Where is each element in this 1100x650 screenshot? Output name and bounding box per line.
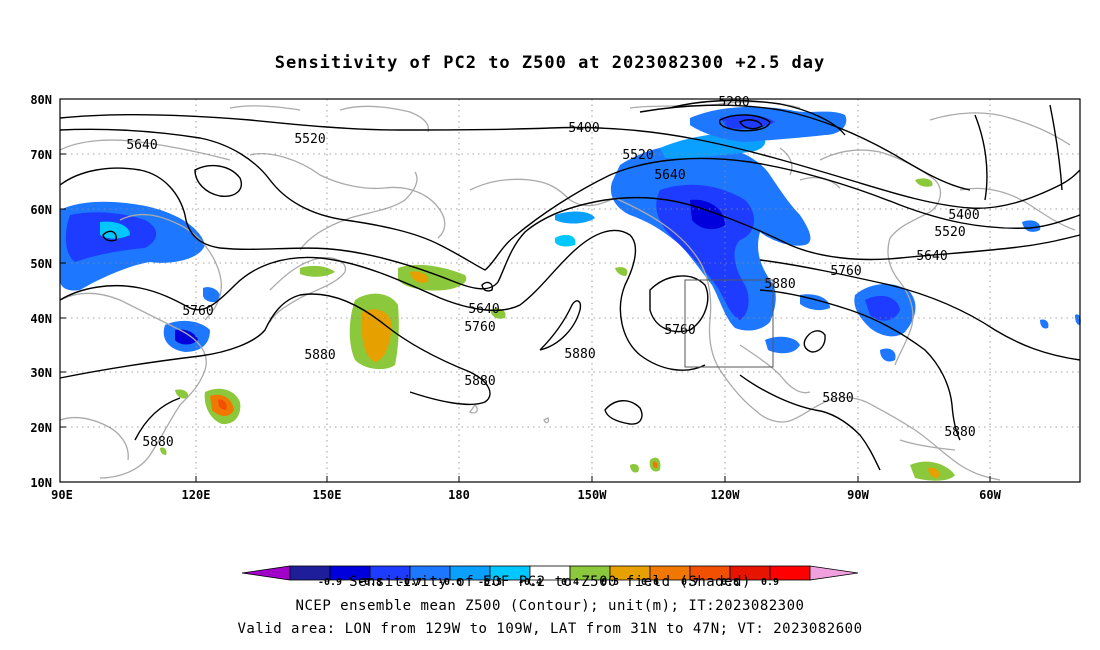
- contour-label-5400-b: 5400: [948, 208, 979, 223]
- colorbar-tick-label: 0.8: [721, 577, 739, 588]
- contour-label-5400-a: 5400: [568, 121, 599, 136]
- contour-label-5760-d: 5760: [830, 264, 861, 279]
- colorbar-tick-label: 0.5: [601, 577, 619, 588]
- valid-area-box: [684, 279, 774, 368]
- contour-label-5760-c: 5760: [664, 323, 695, 338]
- contour-label-5520-b: 5520: [622, 148, 653, 163]
- contour-label-5880-g: 5880: [142, 435, 173, 450]
- lat-label-80n: 80N: [30, 93, 52, 107]
- colorbar: -0.9 -0.8 -0.7 -0.6 -0.5 -0.4 0.4 0.5 0.6 0.7 0.8 0…: [241, 565, 859, 588]
- contour-label-5880-c: 5880: [564, 347, 595, 362]
- z500-contours: [59, 99, 1081, 471]
- lon-label-180: 180: [448, 488, 470, 502]
- grid-lines: [60, 99, 1080, 482]
- figure-title: Sensitivity of PC2 to Z500 at 2023082300…: [275, 53, 826, 73]
- contour-label-5520-a: 5520: [294, 132, 325, 147]
- colorbar-max-arrow: [809, 565, 859, 581]
- lon-label-150w: 150W: [578, 488, 608, 502]
- contour-label-5760-a: 5760: [182, 304, 213, 319]
- colorbar-tick-label: 0.7: [681, 577, 699, 588]
- contour-label-5880-d: 5880: [764, 277, 795, 292]
- footer-line-1: Sensitivity of EOF PC2 to Z500 field (Sh…: [349, 574, 751, 590]
- lon-label-120e: 120E: [182, 488, 211, 502]
- contour-label-5760-b: 5760: [464, 320, 495, 335]
- map-plot-area: 5280 5400 5400 5520 5520 5520 5640 5640 …: [59, 95, 1081, 483]
- lat-label-10n: 10N: [30, 476, 52, 490]
- shaded-sensitivity-regions: [60, 106, 1081, 481]
- lon-label-90e: 90E: [51, 488, 73, 502]
- longitude-labels: 90E 120E 150E 180 150W 120W 90W 60W: [51, 488, 1001, 502]
- lat-label-70n: 70N: [30, 148, 52, 162]
- contour-label-5880-a: 5880: [304, 348, 335, 363]
- contour-label-5520-c: 5520: [934, 225, 965, 240]
- map-frame: [59, 98, 1081, 483]
- lon-label-120w: 120W: [711, 488, 741, 502]
- lat-label-50n: 50N: [30, 257, 52, 271]
- lat-label-30n: 30N: [30, 366, 52, 380]
- colorbar-tick-label: 0.4: [561, 577, 579, 588]
- colorbar-tick-label: -0.9: [318, 577, 342, 588]
- contour-label-5640-b: 5640: [654, 168, 685, 183]
- contour-label-5880-f: 5880: [944, 425, 975, 440]
- colorbar-tick-label: -0.4: [518, 577, 542, 588]
- colorbar-tick-label: -0.5: [478, 577, 502, 588]
- contour-label-5640-a: 5640: [126, 138, 157, 153]
- footer-line-3: Valid area: LON from 129W to 109W, LAT f…: [237, 621, 863, 637]
- lon-label-150e: 150E: [313, 488, 342, 502]
- lon-label-90w: 90W: [847, 488, 869, 502]
- contour-label-5640-c: 5640: [916, 249, 947, 264]
- colorbar-tick-label: -0.8: [358, 577, 382, 588]
- footer-line-2: NCEP ensemble mean Z500 (Contour); unit(…: [295, 598, 805, 614]
- lon-label-60w: 60W: [979, 488, 1001, 502]
- colorbar-tick-label: -0.6: [438, 577, 462, 588]
- lat-label-40n: 40N: [30, 312, 52, 326]
- contour-label-5880-b: 5880: [464, 374, 495, 389]
- colorbar-tick-label: -0.7: [398, 577, 422, 588]
- contour-label-5880-e: 5880: [822, 391, 853, 406]
- contour-label-5640-d: 5640: [468, 302, 499, 317]
- contour-label-5280: 5280: [718, 95, 749, 110]
- lat-label-20n: 20N: [30, 421, 52, 435]
- colorbar-tick-label: 0.9: [761, 577, 779, 588]
- axis-ticks: [60, 98, 991, 483]
- coastlines: [59, 101, 1076, 481]
- latitude-labels: 80N 70N 60N 50N 40N 30N 20N 10N: [30, 93, 52, 490]
- lat-label-60n: 60N: [30, 203, 52, 217]
- contour-labels: 5280 5400 5400 5520 5520 5520 5640 5640 …: [126, 95, 979, 450]
- colorbar-tick-label: 0.6: [641, 577, 659, 588]
